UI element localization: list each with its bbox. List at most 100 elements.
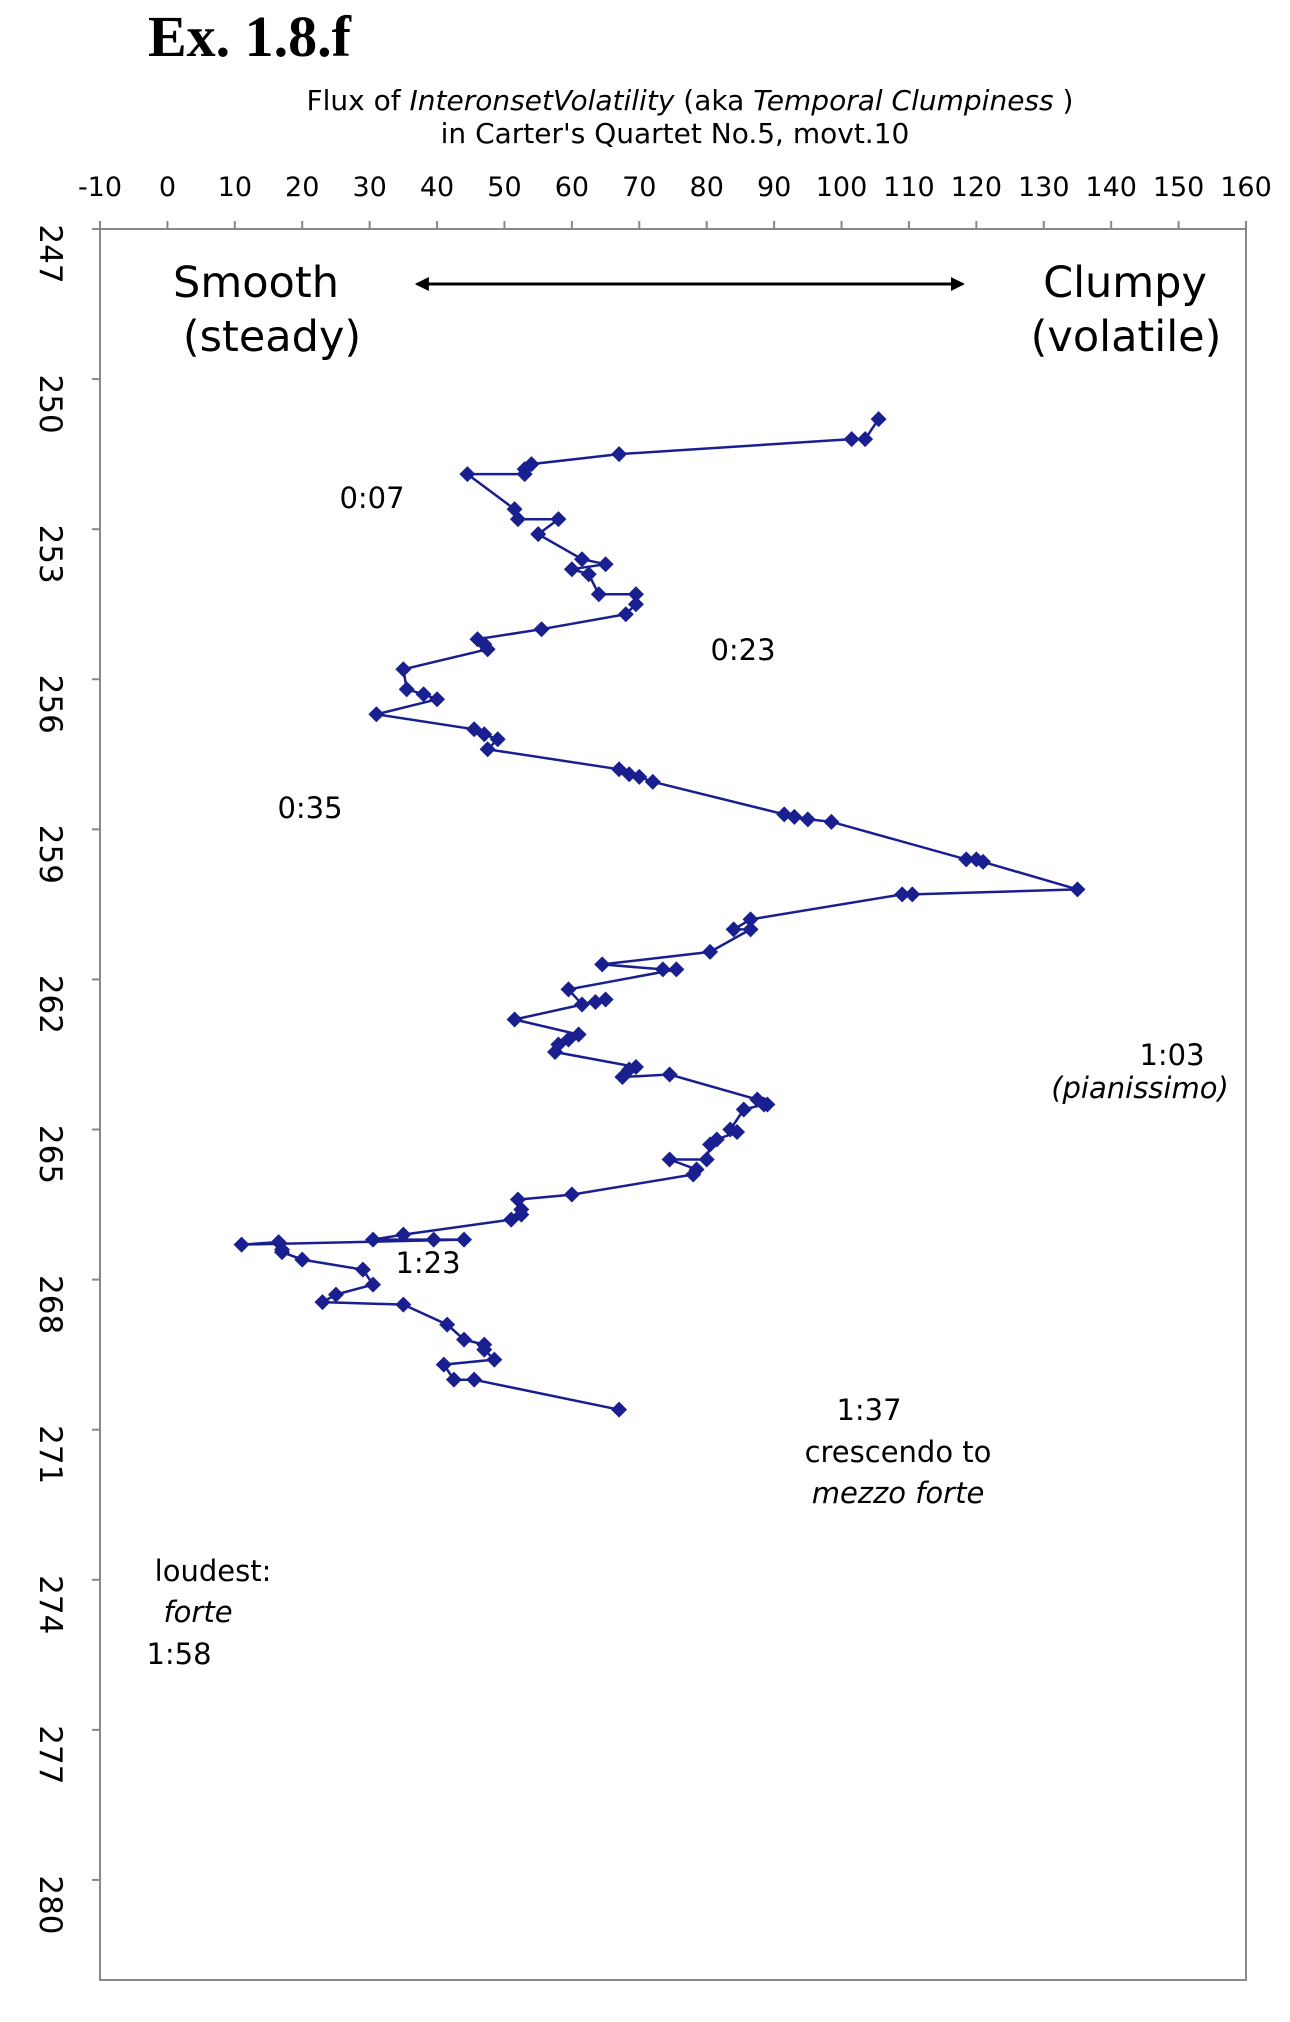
y-axis: 247 250 253 256 259 262 265 268 271 274 277 280 bbox=[32, 224, 100, 1935]
data-point bbox=[702, 1136, 719, 1153]
data-point bbox=[479, 741, 496, 758]
range-indicator: Smooth (steady) Clumpy (volatile) bbox=[173, 258, 1221, 362]
data-point bbox=[590, 586, 607, 603]
data-point bbox=[233, 1236, 250, 1253]
data-point bbox=[466, 1371, 483, 1388]
data-point bbox=[456, 1331, 473, 1348]
y-tick-label: 262 bbox=[32, 975, 68, 1034]
data-point bbox=[395, 661, 412, 678]
x-tick-label: 80 bbox=[690, 172, 724, 203]
data-point bbox=[823, 813, 840, 830]
annotation-0-07: 0:07 bbox=[339, 481, 404, 515]
y-tick-label: 265 bbox=[32, 1125, 68, 1184]
data-point bbox=[975, 853, 992, 870]
y-tick-label: 271 bbox=[32, 1425, 68, 1484]
data-point bbox=[506, 1011, 523, 1028]
data-point bbox=[742, 921, 759, 938]
data-point bbox=[439, 1316, 456, 1333]
data-point bbox=[533, 621, 550, 638]
data-point bbox=[476, 1341, 493, 1358]
x-tick-label: 90 bbox=[757, 172, 791, 203]
data-point bbox=[459, 466, 476, 483]
data-point bbox=[476, 726, 493, 743]
data-point bbox=[661, 1151, 678, 1168]
y-tick-label: 277 bbox=[32, 1725, 68, 1784]
annotation-1-03: 1:03 bbox=[1139, 1038, 1204, 1072]
annotation-1-37: 1:37 bbox=[836, 1393, 901, 1427]
data-point bbox=[550, 511, 567, 528]
data-point bbox=[415, 686, 432, 703]
data-point bbox=[654, 961, 671, 978]
annotation-crescendo: crescendo to bbox=[805, 1435, 992, 1469]
title-part-4: Temporal Clumpiness bbox=[753, 84, 1053, 117]
x-tick-label: 30 bbox=[352, 172, 386, 203]
data-point bbox=[702, 943, 719, 960]
annotation-1-23: 1:23 bbox=[395, 1246, 460, 1280]
data-point bbox=[1069, 881, 1086, 898]
data-point bbox=[509, 511, 526, 528]
data-point bbox=[445, 1371, 462, 1388]
title-part-1: Flux of bbox=[307, 84, 410, 117]
title-part-3: (aka bbox=[674, 84, 753, 117]
annotation-0-23: 0:23 bbox=[710, 633, 775, 667]
data-point bbox=[327, 1286, 344, 1303]
x-tick-label: 0 bbox=[159, 172, 176, 203]
data-point bbox=[894, 886, 911, 903]
data-point bbox=[456, 1231, 473, 1248]
x-tick-label: 140 bbox=[1085, 172, 1137, 203]
x-tick-label: 130 bbox=[1018, 172, 1070, 203]
y-tick-label: 253 bbox=[32, 525, 68, 584]
x-tick-label: 100 bbox=[816, 172, 868, 203]
data-point bbox=[395, 1226, 412, 1243]
y-tick-label: 256 bbox=[32, 675, 68, 734]
data-point bbox=[617, 606, 634, 623]
y-tick-label: 250 bbox=[32, 374, 68, 433]
data-point bbox=[870, 411, 887, 428]
x-tick-label: 40 bbox=[420, 172, 454, 203]
data-point bbox=[365, 1276, 382, 1293]
x-tick-label: 160 bbox=[1220, 172, 1272, 203]
x-tick-label: 120 bbox=[951, 172, 1003, 203]
title-part-2: InteronsetVolatility bbox=[410, 84, 675, 117]
annotations: 0:07 0:23 0:35 1:03 (pianissimo) 1:23 1:… bbox=[146, 481, 1228, 1671]
annotation-forte: forte bbox=[163, 1595, 232, 1629]
data-point bbox=[560, 981, 577, 998]
data-point bbox=[294, 1251, 311, 1268]
x-tick-label: 20 bbox=[285, 172, 319, 203]
smooth-label: Smooth bbox=[173, 258, 339, 308]
data-point bbox=[725, 921, 742, 938]
data-point bbox=[614, 1068, 631, 1085]
data-point bbox=[354, 1261, 371, 1278]
data-point bbox=[904, 886, 921, 903]
data-point bbox=[398, 681, 415, 698]
annotation-1-58: 1:58 bbox=[146, 1637, 211, 1671]
data-point bbox=[274, 1244, 291, 1261]
steady-label: (steady) bbox=[183, 312, 361, 362]
annotation-mezzo-forte: mezzo forte bbox=[812, 1476, 985, 1510]
data-point bbox=[627, 586, 644, 603]
data-point bbox=[479, 641, 496, 658]
data-point bbox=[486, 1351, 503, 1368]
series-line bbox=[241, 418, 1078, 1411]
data-point bbox=[580, 566, 597, 583]
data-point bbox=[547, 1043, 564, 1060]
data-point bbox=[597, 991, 614, 1008]
data-point bbox=[489, 731, 506, 748]
chart-title-line1: Flux of InteronsetVolatility (aka Tempor… bbox=[307, 84, 1074, 117]
data-point bbox=[573, 996, 590, 1013]
data-point bbox=[857, 431, 874, 448]
y-tick-label: 259 bbox=[32, 825, 68, 884]
x-tick-label: -10 bbox=[78, 172, 122, 203]
data-point bbox=[685, 1166, 702, 1183]
x-tick-label: 70 bbox=[622, 172, 656, 203]
data-point bbox=[958, 851, 975, 868]
y-tick-label: 280 bbox=[32, 1875, 68, 1934]
data-point bbox=[563, 561, 580, 578]
data-point bbox=[314, 1294, 331, 1311]
plot-area bbox=[99, 228, 1247, 1981]
data-point bbox=[530, 526, 547, 543]
x-tick-label: 10 bbox=[218, 172, 252, 203]
data-point bbox=[735, 1101, 752, 1118]
data-point bbox=[594, 956, 611, 973]
